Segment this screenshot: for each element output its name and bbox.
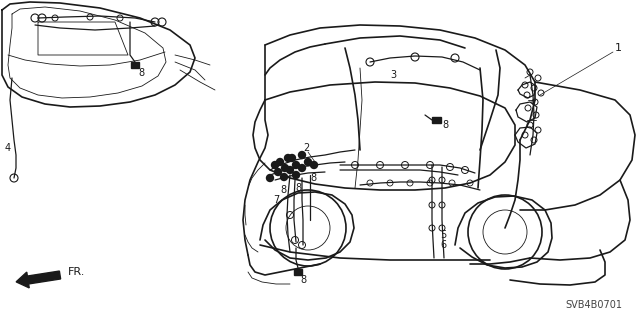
Text: 8: 8 xyxy=(300,275,306,285)
Bar xyxy=(131,62,139,68)
Circle shape xyxy=(280,174,287,181)
Circle shape xyxy=(298,165,305,172)
Circle shape xyxy=(287,167,294,174)
Text: 7: 7 xyxy=(273,195,279,205)
Text: 1: 1 xyxy=(615,43,622,53)
Text: 4: 4 xyxy=(5,143,11,153)
Circle shape xyxy=(298,152,305,159)
Circle shape xyxy=(275,168,282,175)
Circle shape xyxy=(266,174,273,182)
Circle shape xyxy=(310,161,317,168)
Text: 8: 8 xyxy=(310,173,316,183)
Text: FR.: FR. xyxy=(68,267,85,277)
Circle shape xyxy=(305,159,312,166)
Text: 8: 8 xyxy=(442,120,448,130)
Circle shape xyxy=(271,161,278,168)
Circle shape xyxy=(292,161,300,168)
Text: 8: 8 xyxy=(138,68,144,78)
Bar xyxy=(294,269,302,275)
Circle shape xyxy=(282,165,289,172)
Circle shape xyxy=(289,154,296,161)
Text: 8: 8 xyxy=(280,185,286,195)
Text: 8: 8 xyxy=(295,183,301,193)
Circle shape xyxy=(292,172,300,179)
Text: 5: 5 xyxy=(440,230,446,240)
Circle shape xyxy=(285,154,291,161)
Circle shape xyxy=(276,159,284,166)
Text: SVB4B0701: SVB4B0701 xyxy=(565,300,622,310)
FancyArrow shape xyxy=(16,271,61,288)
Text: 3: 3 xyxy=(390,70,396,80)
Text: 2: 2 xyxy=(303,143,309,153)
Text: 6: 6 xyxy=(440,240,446,250)
Bar xyxy=(431,117,440,123)
